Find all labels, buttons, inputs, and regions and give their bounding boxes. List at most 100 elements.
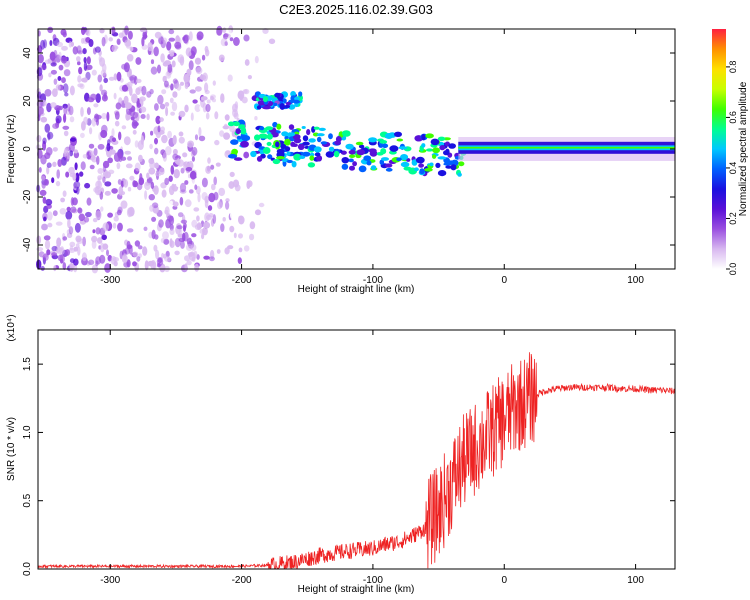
spectrogram-cell: [297, 143, 305, 150]
spectrogram-cell: [36, 135, 42, 143]
spectrogram-cell: [191, 146, 198, 156]
spectrogram-cell: [237, 257, 242, 264]
spectrogram-cell: [400, 154, 409, 161]
spectrogram-cell: [178, 212, 184, 218]
spectrogram-cell: [89, 164, 95, 170]
spectrogram-cell: [135, 87, 141, 95]
spectrogram-cell: [198, 127, 202, 137]
spectrogram-cell: [153, 185, 159, 195]
spectrogram-cell: [266, 133, 273, 140]
spectrogram-cell: [132, 129, 137, 135]
spectrogram-cell: [38, 167, 42, 173]
spectrogram-cell: [46, 166, 50, 175]
spectrogram-cell: [80, 132, 85, 139]
spectrogram-cell: [208, 227, 215, 234]
spectrogram-cell: [89, 150, 95, 157]
spectrogram-cell: [272, 121, 278, 128]
spectrogram-cell: [129, 86, 133, 96]
spectrogram-cell: [154, 103, 159, 111]
spectrogram-cell: [233, 37, 240, 46]
spectrogram-cell: [223, 132, 231, 140]
spectrogram-cell: [241, 135, 251, 142]
spectrogram-cell: [415, 156, 425, 164]
spectrogram-cell: [384, 133, 393, 139]
spectrogram-cell: [276, 123, 282, 130]
spectrogram-cell: [77, 75, 82, 83]
spectrogram-cell: [156, 64, 162, 74]
spectrogram-cell: [223, 33, 229, 38]
spectrogram-cell: [126, 228, 134, 233]
spectrogram-x-tick-label: -200: [232, 275, 252, 286]
spectrogram-cell: [219, 130, 225, 137]
spectrogram-cell: [59, 208, 67, 215]
spectrogram-cell: [50, 102, 57, 108]
spectrogram-cell: [157, 125, 161, 133]
colorbar-gradient: [712, 29, 726, 269]
spectrogram-cell: [46, 131, 54, 140]
spectrogram-cell: [166, 41, 172, 51]
spectrogram-cell: [220, 38, 228, 47]
snr-ticks: -300 -200 -100 0 100 0.0 0.5 1.0 1.5: [22, 330, 675, 586]
spectrogram-cell: [124, 39, 132, 47]
spectrogram-cell: [161, 134, 168, 144]
spectrogram-cell: [236, 135, 242, 140]
spectrogram-cell: [164, 102, 170, 107]
spectrogram-cell: [94, 114, 102, 120]
spectrogram-cell: [206, 99, 211, 104]
spectrogram-cell: [240, 140, 249, 148]
spectrogram-cell: [117, 222, 123, 232]
spectrogram-cell: [48, 72, 52, 78]
spectrogram-cell: [284, 104, 291, 109]
spectrogram-cell: [308, 138, 316, 143]
spectrogram-cell: [79, 171, 84, 177]
spectrogram-cell: [125, 163, 133, 169]
spectrogram-cell: [299, 155, 306, 159]
spectrogram-cell: [286, 159, 293, 164]
spectrogram-cell: [333, 150, 340, 158]
spectrogram-cell: [88, 259, 95, 266]
spectrogram-cell: [94, 46, 101, 53]
spectrogram-cell: [121, 254, 128, 264]
spectrogram-cell: [56, 169, 60, 179]
spectrogram-cell: [199, 229, 205, 234]
spectrogram-cell: [154, 162, 159, 169]
spectrogram-cell: [184, 74, 189, 83]
spectrogram-cell: [243, 151, 250, 159]
spectrogram-cell: [162, 151, 168, 162]
spectrogram-cell: [256, 105, 262, 110]
spectrogram-cell: [167, 130, 173, 139]
spectrogram-cell: [96, 118, 99, 126]
spectrogram-cell: [318, 127, 326, 131]
spectrogram-cell: [306, 129, 311, 136]
spectrogram-cell: [107, 212, 113, 218]
spectrogram-y-tick-label: 40: [22, 47, 33, 59]
spectrogram-cell: [164, 177, 170, 186]
spectrogram-cell: [126, 259, 131, 268]
spectrogram-cell: [178, 136, 185, 144]
spectrogram-cell: [458, 161, 465, 167]
spectrogram-cell: [267, 154, 273, 160]
spectrogram-cell: [124, 150, 131, 155]
spectrogram-cell: [113, 92, 117, 100]
spectrogram-cell: [280, 143, 287, 150]
spectrogram-cell: [72, 46, 79, 55]
spectrogram-cell: [60, 56, 68, 64]
spectrogram-cell: [205, 165, 212, 174]
spectrogram-y-axis-label: Frequency (Hz): [6, 115, 17, 184]
spectrogram-cell: [83, 61, 88, 71]
snr-y-tick-label: 0.5: [22, 493, 33, 507]
colorbar-ticks: 0.0 0.2 0.4 0.6 0.8: [726, 61, 738, 275]
spectrogram-cell: [73, 258, 79, 266]
spectrogram-cell: [111, 128, 115, 138]
spectrogram-cell: [205, 103, 211, 113]
spectrogram-cell: [169, 240, 175, 248]
spectrogram-cell: [133, 75, 138, 85]
spectrogram-cell: [68, 166, 75, 174]
spectrogram-cell: [165, 146, 172, 156]
spectrogram-cell: [197, 192, 201, 203]
spectrogram-cell: [44, 123, 51, 133]
spectrogram-x-axis-label: Height of straight line (km): [298, 284, 415, 295]
spectrogram-cell: [288, 124, 295, 130]
